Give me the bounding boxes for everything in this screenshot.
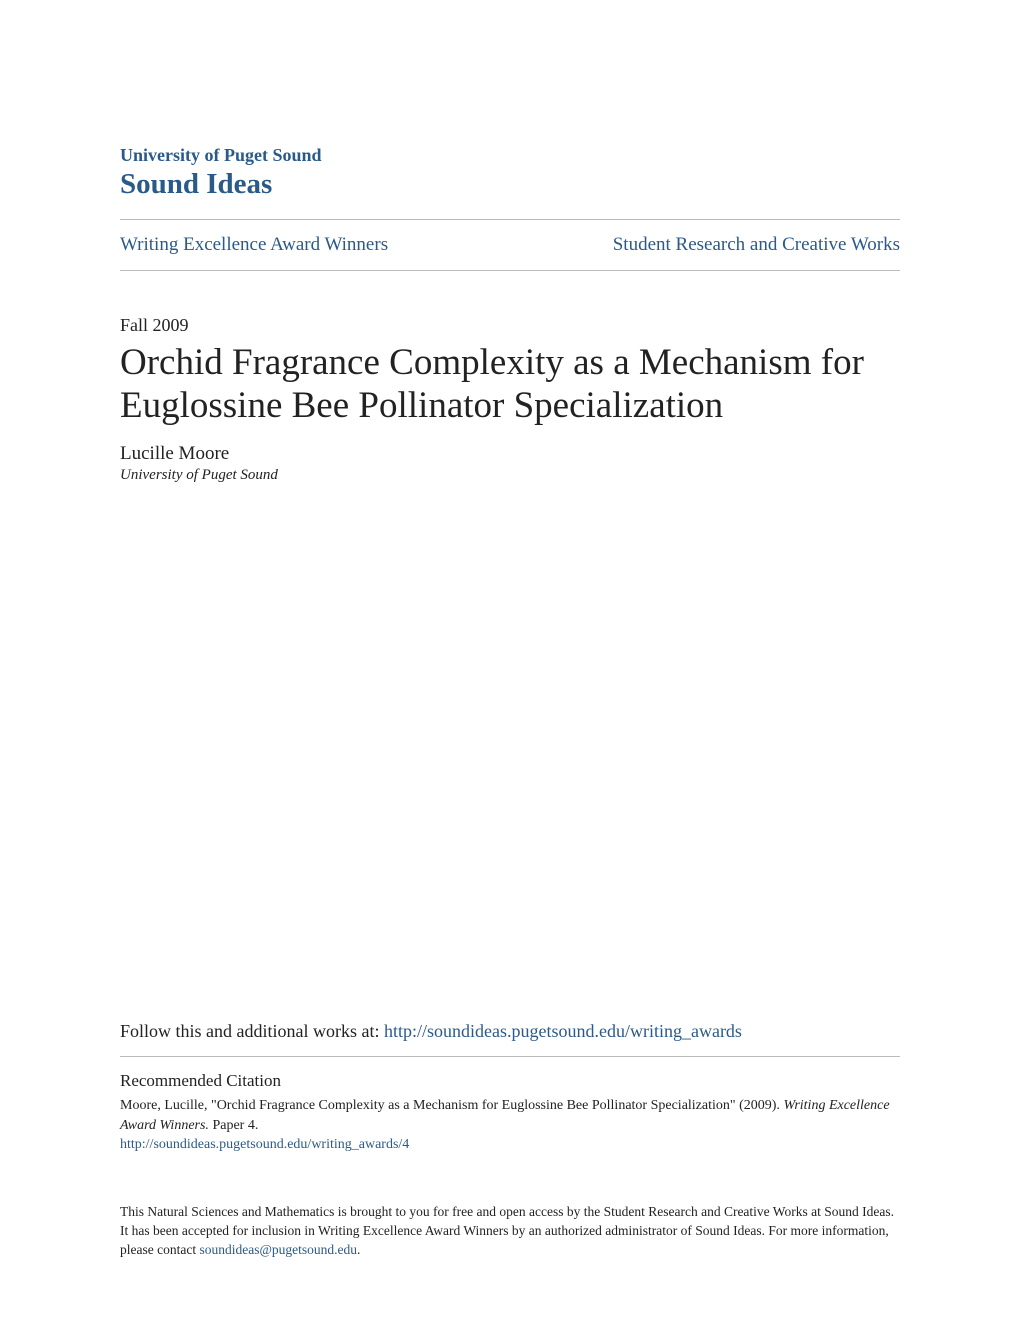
header-section: University of Puget Sound Sound Ideas xyxy=(120,145,900,211)
nav-link-collection[interactable]: Writing Excellence Award Winners xyxy=(120,234,388,256)
divider-citation xyxy=(120,1056,900,1057)
document-title: Orchid Fragrance Complexity as a Mechani… xyxy=(120,342,900,427)
citation-heading: Recommended Citation xyxy=(120,1071,900,1091)
citation-section: Recommended Citation Moore, Lucille, "Or… xyxy=(120,1071,900,1153)
citation-url[interactable]: http://soundideas.pugetsound.edu/writing… xyxy=(120,1137,900,1153)
nav-row: Writing Excellence Award Winners Student… xyxy=(120,220,900,270)
document-page: University of Puget Sound Sound Ideas Wr… xyxy=(0,0,1020,1320)
divider-nav xyxy=(120,270,900,271)
content-spacer xyxy=(120,484,900,1021)
publication-date: Fall 2009 xyxy=(120,315,900,336)
citation-text: Moore, Lucille, "Orchid Fragrance Comple… xyxy=(120,1096,900,1135)
university-name: University of Puget Sound xyxy=(120,145,900,166)
author-affiliation: University of Puget Sound xyxy=(120,467,900,484)
citation-part1: Moore, Lucille, "Orchid Fragrance Comple… xyxy=(120,1098,783,1113)
follow-section: Follow this and additional works at: htt… xyxy=(120,1021,900,1042)
footer-period: . xyxy=(357,1242,360,1257)
footer-email-link[interactable]: soundideas@pugetsound.edu xyxy=(199,1242,357,1257)
repository-name[interactable]: Sound Ideas xyxy=(120,168,900,201)
follow-link[interactable]: http://soundideas.pugetsound.edu/writing… xyxy=(384,1021,742,1041)
nav-link-parent[interactable]: Student Research and Creative Works xyxy=(613,234,900,256)
footer-text: This Natural Sciences and Mathematics is… xyxy=(120,1203,900,1260)
follow-prefix: Follow this and additional works at: xyxy=(120,1021,384,1041)
citation-part2: Paper 4. xyxy=(209,1118,258,1133)
author-name: Lucille Moore xyxy=(120,443,900,465)
